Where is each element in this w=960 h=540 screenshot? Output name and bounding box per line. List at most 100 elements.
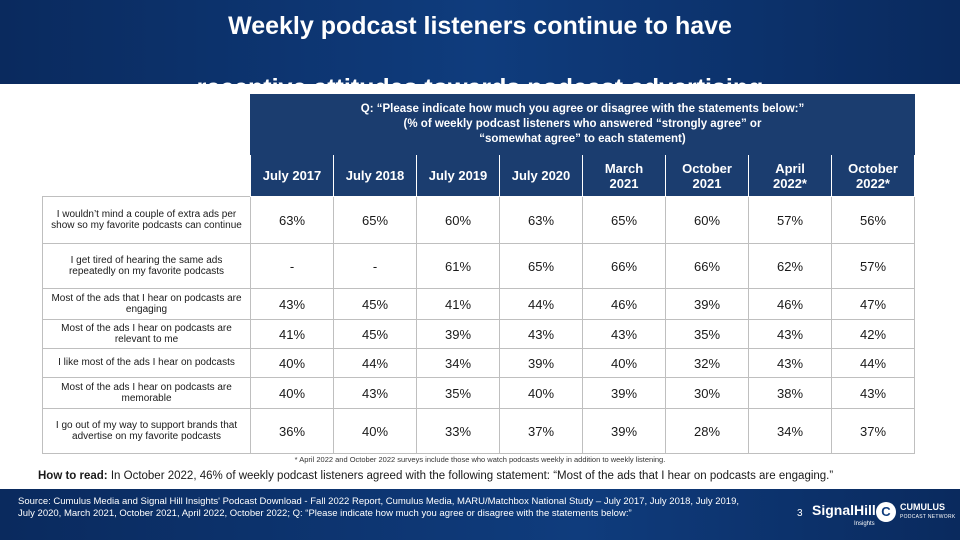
table-row: I go out of my way to support brands tha… bbox=[42, 408, 915, 454]
cumulus-logo: CUMULUS PODCAST NETWORK bbox=[900, 502, 956, 522]
value-cell: 40% bbox=[499, 377, 583, 409]
question-line-1: Q: “Please indicate how much you agree o… bbox=[360, 103, 805, 115]
value-cell: 34% bbox=[748, 408, 832, 454]
value-cell: 62% bbox=[748, 243, 832, 289]
value-cell: 41% bbox=[250, 319, 334, 349]
value-cell: 47% bbox=[831, 288, 915, 320]
statement-cell: I go out of my way to support brands tha… bbox=[42, 408, 251, 454]
value-cell: 56% bbox=[831, 196, 915, 244]
value-cell: 40% bbox=[333, 408, 417, 454]
value-cell: 35% bbox=[416, 377, 500, 409]
statement-cell: Most of the ads I hear on podcasts are r… bbox=[42, 319, 251, 349]
value-cell: 46% bbox=[582, 288, 666, 320]
value-cell: 28% bbox=[665, 408, 749, 454]
question-line-3: “somewhat agree” to each statement) bbox=[479, 133, 686, 145]
value-cell: 40% bbox=[582, 348, 666, 378]
value-cell: 42% bbox=[831, 319, 915, 349]
value-cell: 57% bbox=[831, 243, 915, 289]
value-cell: 63% bbox=[250, 196, 334, 244]
column-header: October 2021 bbox=[665, 154, 749, 197]
page-title: Weekly podcast listeners continue to hav… bbox=[197, 0, 764, 104]
cumulus-wordmark: CUMULUS bbox=[900, 502, 945, 512]
column-header-text: October bbox=[848, 160, 898, 176]
column-header-text: July 2019 bbox=[428, 168, 488, 183]
column-header: July 2018 bbox=[333, 154, 417, 197]
value-cell: 39% bbox=[665, 288, 749, 320]
statement-cell: I wouldn’t mind a couple of extra ads pe… bbox=[42, 196, 251, 244]
value-cell: 46% bbox=[748, 288, 832, 320]
how-to-read: How to read: In October 2022, 46% of wee… bbox=[38, 470, 833, 482]
value-cell: 63% bbox=[499, 196, 583, 244]
value-cell: 44% bbox=[831, 348, 915, 378]
footer-bar: Source: Cumulus Media and Signal Hill In… bbox=[0, 489, 960, 540]
value-cell: 30% bbox=[665, 377, 749, 409]
column-header-text: 2022* bbox=[773, 175, 807, 191]
value-cell: 36% bbox=[250, 408, 334, 454]
value-cell: 43% bbox=[250, 288, 334, 320]
value-cell: 57% bbox=[748, 196, 832, 244]
table-row: I wouldn’t mind a couple of extra ads pe… bbox=[42, 196, 915, 244]
statement-cell: Most of the ads that I hear on podcasts … bbox=[42, 288, 251, 320]
corner-blank-2 bbox=[42, 154, 251, 197]
signal-hill-wordmark: SignalHill bbox=[812, 502, 876, 518]
statement-cell: Most of the ads I hear on podcasts are m… bbox=[42, 377, 251, 409]
value-cell: 34% bbox=[416, 348, 500, 378]
table-row: I get tired of hearing the same ads repe… bbox=[42, 243, 915, 289]
value-cell: 37% bbox=[831, 408, 915, 454]
survey-results-table: Q: “Please indicate how much you agree o… bbox=[42, 94, 915, 454]
column-header-row: July 2017 July 2018 July 2019 July 2020 Marc… bbox=[42, 154, 915, 197]
value-cell: 65% bbox=[499, 243, 583, 289]
footnote: * April 2022 and October 2022 surveys in… bbox=[294, 455, 666, 464]
value-cell: 39% bbox=[582, 408, 666, 454]
value-cell: 43% bbox=[748, 348, 832, 378]
cumulus-c-icon: C bbox=[876, 502, 896, 522]
column-header: July 2017 bbox=[250, 154, 334, 197]
table-row: Most of the ads I hear on podcasts are m… bbox=[42, 377, 915, 409]
title-banner: Weekly podcast listeners continue to hav… bbox=[0, 0, 960, 102]
column-header-text: July 2020 bbox=[511, 168, 571, 183]
value-cell: 41% bbox=[416, 288, 500, 320]
source-citation: Source: Cumulus Media and Signal Hill In… bbox=[18, 496, 740, 519]
value-cell: 45% bbox=[333, 319, 417, 349]
value-cell: 44% bbox=[333, 348, 417, 378]
column-header: March 2021 bbox=[582, 154, 666, 197]
cumulus-sub: PODCAST NETWORK bbox=[900, 514, 956, 520]
value-cell: 66% bbox=[665, 243, 749, 289]
column-header: July 2020 bbox=[499, 154, 583, 197]
table-row: Most of the ads that I hear on podcasts … bbox=[42, 288, 915, 320]
question-line-2: (% of weekly podcast listeners who answe… bbox=[403, 118, 762, 130]
signal-hill-sub: Insights bbox=[854, 521, 875, 527]
column-header-text: 2021 bbox=[692, 175, 722, 191]
value-cell: 43% bbox=[499, 319, 583, 349]
value-cell: 38% bbox=[748, 377, 832, 409]
value-cell: 32% bbox=[665, 348, 749, 378]
how-to-read-text: In October 2022, 46% of weekly podcast l… bbox=[110, 470, 834, 482]
column-header-text: March bbox=[604, 160, 644, 176]
value-cell: 33% bbox=[416, 408, 500, 454]
value-cell: 35% bbox=[665, 319, 749, 349]
value-cell: 65% bbox=[582, 196, 666, 244]
value-cell: 45% bbox=[333, 288, 417, 320]
question-header: Q: “Please indicate how much you agree o… bbox=[250, 94, 915, 155]
column-header: April 2022* bbox=[748, 154, 832, 197]
value-cell: 40% bbox=[250, 348, 334, 378]
column-header-text: April bbox=[775, 160, 805, 176]
value-cell: 65% bbox=[333, 196, 417, 244]
value-cell: 60% bbox=[665, 196, 749, 244]
statement-cell: I like most of the ads I hear on podcast… bbox=[42, 348, 251, 378]
column-header: October 2022* bbox=[831, 154, 915, 197]
value-cell: 39% bbox=[499, 348, 583, 378]
page-title-line-1: Weekly podcast listeners continue to hav… bbox=[228, 12, 732, 40]
value-cell: 39% bbox=[582, 377, 666, 409]
value-cell: 43% bbox=[333, 377, 417, 409]
column-header: July 2019 bbox=[416, 154, 500, 197]
how-to-read-label: How to read: bbox=[38, 470, 108, 482]
column-header-text: October bbox=[682, 160, 732, 176]
value-cell: 43% bbox=[831, 377, 915, 409]
value-cell: 43% bbox=[582, 319, 666, 349]
value-cell: - bbox=[250, 243, 334, 289]
column-header-text: 2021 bbox=[609, 175, 639, 191]
column-header-text: 2022* bbox=[856, 175, 890, 191]
value-cell: 37% bbox=[499, 408, 583, 454]
corner-blank bbox=[42, 94, 251, 155]
